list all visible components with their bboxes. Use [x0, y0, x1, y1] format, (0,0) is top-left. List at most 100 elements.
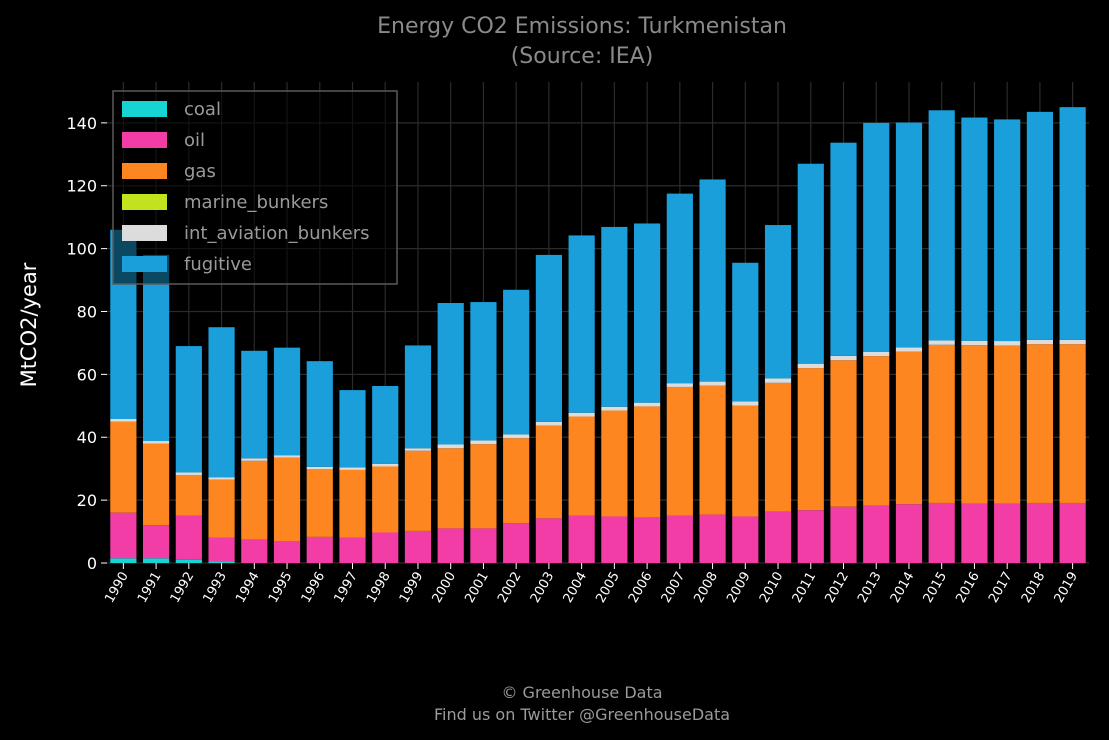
bars	[110, 107, 1086, 563]
bar-int_aviation_bunkers-2005	[601, 406, 628, 411]
bar-int_aviation_bunkers-2002	[503, 434, 530, 439]
bar-fugitive-1997	[339, 390, 366, 468]
bar-int_aviation_bunkers-1992	[175, 472, 202, 475]
bar-gas-2005	[601, 410, 628, 517]
footer-credit: © Greenhouse Data	[501, 683, 662, 702]
legend-label-marine_bunkers: marine_bunkers	[184, 192, 328, 213]
bar-int_aviation_bunkers-2006	[634, 402, 661, 407]
bar-oil-1994	[241, 539, 268, 563]
x-tick-label: 2004	[561, 570, 591, 606]
bar-int_aviation_bunkers-2008	[699, 381, 726, 386]
bar-oil-1993	[208, 537, 235, 562]
bar-gas-1995	[273, 457, 301, 541]
bar-oil-2004	[568, 515, 595, 563]
bar-oil-2007	[666, 515, 693, 563]
bar-int_aviation_bunkers-2013	[863, 351, 890, 357]
x-tick-label: 2012	[822, 570, 852, 606]
bar-oil-2003	[535, 518, 562, 563]
bar-fugitive-2003	[535, 254, 562, 422]
x-tick-label: 2015	[921, 570, 951, 606]
bar-oil-1998	[372, 532, 399, 563]
bar-int_aviation_bunkers-2016	[961, 340, 988, 346]
legend-label-int_aviation_bunkers: int_aviation_bunkers	[184, 223, 370, 244]
bar-oil-1991	[143, 525, 170, 559]
bar-fugitive-2011	[797, 163, 824, 364]
bar-fugitive-2008	[699, 179, 726, 382]
bar-coal-1992	[175, 559, 202, 563]
bar-gas-2000	[437, 448, 464, 529]
x-tick-label: 1991	[135, 570, 165, 606]
bar-fugitive-1991	[143, 254, 170, 442]
bar-gas-2003	[535, 425, 562, 519]
bar-int_aviation_bunkers-2007	[666, 383, 693, 387]
bar-fugitive-2004	[568, 235, 595, 413]
bar-oil-2015	[928, 502, 955, 563]
bar-fugitive-2000	[437, 303, 464, 445]
bar-gas-1991	[143, 443, 170, 526]
bar-gas-2007	[666, 386, 693, 516]
y-tick-label: 100	[66, 240, 97, 259]
x-tick-label: 1997	[331, 570, 361, 606]
bar-gas-2006	[634, 406, 661, 518]
legend-swatch-coal	[122, 101, 167, 117]
legend-box	[112, 90, 398, 285]
y-tick-label: 120	[66, 177, 97, 196]
bar-oil-2000	[437, 528, 464, 563]
bar-int_aviation_bunkers-2003	[535, 421, 562, 426]
bar-oil-1992	[175, 515, 202, 560]
bar-oil-2016	[961, 503, 988, 563]
bar-fugitive-2014	[895, 122, 923, 348]
bar-fugitive-1993	[208, 327, 235, 478]
bar-gas-2017	[994, 345, 1021, 504]
bar-fugitive-2013	[863, 122, 890, 352]
bar-coal-1993	[208, 561, 235, 563]
bar-int_aviation_bunkers-1994	[241, 458, 268, 461]
bar-oil-1997	[339, 537, 366, 563]
x-tick-label: 1994	[233, 570, 263, 606]
bar-int_aviation_bunkers-1996	[306, 466, 333, 470]
x-tick-label: 2016	[953, 570, 983, 606]
x-tick-label: 2010	[757, 570, 787, 606]
bar-fugitive-2019	[1059, 107, 1086, 340]
bar-fugitive-2001	[470, 302, 497, 441]
bar-fugitive-1995	[273, 347, 301, 456]
y-tick-label: 40	[77, 428, 97, 447]
x-tick-label: 2003	[528, 570, 558, 606]
bar-fugitive-1999	[404, 345, 432, 449]
legend-swatch-marine_bunkers	[122, 194, 167, 210]
y-tick-label: 0	[87, 554, 97, 573]
bar-oil-1990	[110, 512, 137, 559]
legend-swatch-int_aviation_bunkers	[122, 225, 167, 241]
bar-gas-2018	[1026, 344, 1053, 503]
bar-fugitive-2017	[994, 119, 1021, 342]
bar-int_aviation_bunkers-1998	[372, 463, 399, 467]
bar-gas-2009	[732, 405, 759, 517]
bar-fugitive-1992	[175, 346, 202, 473]
bar-oil-2014	[895, 504, 923, 563]
bar-coal-1991	[143, 558, 170, 563]
bar-gas-2010	[764, 382, 792, 512]
bar-gas-2002	[503, 438, 530, 524]
chart-title: Energy CO2 Emissions: Turkmenistan	[377, 14, 787, 39]
bar-gas-2015	[928, 344, 955, 503]
bar-fugitive-2009	[732, 262, 759, 402]
bar-gas-2008	[699, 385, 726, 515]
x-tick-label: 2011	[790, 570, 820, 606]
bar-int_aviation_bunkers-2014	[895, 347, 923, 352]
bar-int_aviation_bunkers-1990	[110, 419, 137, 422]
x-tick-label: 1992	[168, 570, 198, 606]
bar-gas-1999	[404, 450, 432, 531]
bar-oil-2018	[1026, 502, 1053, 563]
bar-int_aviation_bunkers-2017	[994, 341, 1021, 346]
x-tick-label: 2006	[626, 570, 656, 606]
legend-swatch-oil	[122, 132, 167, 148]
bar-gas-1992	[175, 474, 202, 516]
x-tick-label: 2018	[1019, 570, 1049, 606]
x-tick-label: 1999	[397, 570, 427, 606]
bar-oil-1996	[306, 536, 333, 563]
bar-int_aviation_bunkers-2019	[1059, 339, 1086, 345]
bar-gas-1998	[372, 466, 399, 533]
bar-gas-2019	[1059, 344, 1086, 503]
bar-gas-1996	[306, 469, 333, 537]
